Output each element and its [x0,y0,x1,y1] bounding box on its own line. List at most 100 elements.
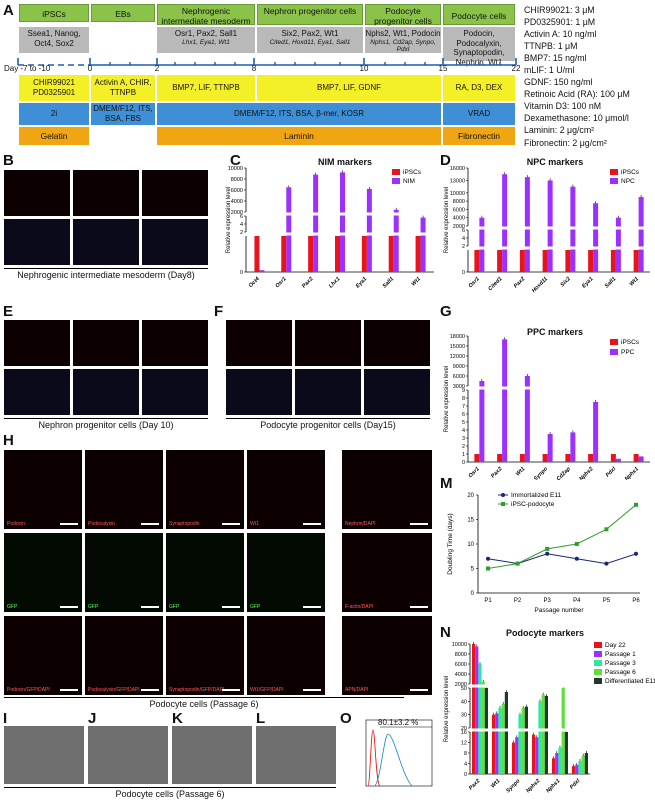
x-tick-label: Osr1 [468,276,481,289]
bar [519,454,525,462]
x-tick-label: Sall1 [382,276,395,289]
y-tick-label: 9 [462,388,465,394]
micrograph-b5 [73,219,139,265]
micrograph-e6 [142,369,208,415]
y-tick-label: 6 [462,412,465,418]
bar [558,747,562,774]
legend-label: Passage 3 [605,660,636,667]
concentration-list: CHIR99021: 3 μM PD0325901: 1 μM Activin … [524,4,655,149]
y-tick-label: 20 [467,493,474,499]
micrograph-h-r1c3: Synaptopodin [166,450,244,529]
coating-box-3: Fibronectin [443,127,515,145]
micrograph-label: Synaptopodin [169,521,200,527]
x-tick-label: Sall1 [604,276,617,289]
x-tick-label: P5 [603,598,611,604]
bar [521,708,525,774]
x-tick-label: Wt1 [629,276,640,287]
legend-swatch [610,349,618,355]
x-tick-label: P6 [632,598,640,604]
y-tick-label: 6 [240,214,243,220]
bar [504,692,508,774]
micrograph-label: GFP [169,604,180,610]
bar [497,250,503,272]
bar [495,713,499,774]
micrograph-label: GFP [88,604,99,610]
scale-bar [303,523,321,525]
bar [570,432,576,462]
legend-label: Passage 6 [605,669,636,676]
data-point [604,527,609,532]
bar [259,270,265,272]
scale-bar [303,606,321,608]
bar [565,454,571,462]
micrograph-b1 [4,170,70,216]
legend-swatch [594,669,602,675]
bar [552,758,556,774]
medium-box-1: 2i [19,103,89,125]
scale-bar [60,689,78,691]
x-tick-label: Nphs1 [624,466,640,480]
micrograph-h-r3c1: Podocin/GFP/DAPI [4,616,82,695]
y-tick-label: 12000 [450,354,465,360]
panel-label-l: L [256,710,266,727]
y-tick-label: 4000 [453,216,465,222]
y-tick-label: 40 [461,699,467,705]
bar [515,737,519,774]
x-tick-label: Eya1 [355,276,368,289]
y-tick-label: 2000 [231,210,243,216]
panel-label-e: E [3,303,14,320]
scale-bar [222,606,240,608]
medium-box-4: VRAD [443,103,515,125]
percent-positive: 80.1±3.2 % [378,718,419,727]
scale-bar [222,689,240,691]
coating-box-2: Laminin [157,127,441,145]
stage-podocyte: Podocyte cells [443,4,515,25]
panel-label-a: A [3,2,14,19]
y-tick-label: 2 [240,230,243,236]
data-point [574,556,579,561]
bar [420,217,426,272]
y-tick-label: 8 [464,751,467,757]
bar [481,682,485,774]
legend-label: Differentiated E11 [605,678,655,685]
y-tick-label: 8000 [455,652,467,658]
marker-box-ipscs: Ssea1, Nanog, Oct4, Sox2 [19,27,89,53]
caption-f: Podocyte progenitor cells (Day15) [260,420,396,430]
legend-swatch [594,678,602,684]
sem-image-l [256,726,336,784]
chart-title-d: NPC markers [526,157,584,167]
bar [547,180,553,272]
data-point [486,566,490,571]
scale-bar [141,523,159,525]
bar [474,250,480,272]
x-tick-label: Synpo [533,466,550,480]
bar [501,704,505,774]
micrograph-b3 [142,170,208,216]
panel-label-k: K [172,710,183,727]
legend-label: Day 22 [605,642,626,649]
legend-label: NIM [403,178,415,185]
micrograph-h-r3c2: Podocalyxin/GFP/DAPI [85,616,163,695]
x-tick-label: Pdxl [605,466,618,479]
bar [588,454,594,462]
x-tick-label: Wt1 [411,276,422,287]
bar [541,694,545,774]
y-axis-label: Relative expression level [444,366,450,432]
conc-item: Fibronectin: 2 μg/cm² [524,137,607,148]
x-tick-label: Wt1 [490,778,501,789]
y-tick-label: 50 [461,686,467,692]
x-tick-label: Eya1 [581,276,594,289]
bar [415,236,421,272]
bar [542,454,548,462]
flow-histogram-o [365,719,433,787]
micrograph-f5 [295,369,361,415]
legend-label: Passage 1 [605,651,636,658]
series-line [487,504,637,569]
axis-break [245,212,435,216]
chart-title-c: NIM markers [317,157,373,167]
micrograph-f3 [364,320,430,366]
day-label-8: 8 [251,64,257,73]
y-axis-label: Relative expression level [444,676,450,742]
